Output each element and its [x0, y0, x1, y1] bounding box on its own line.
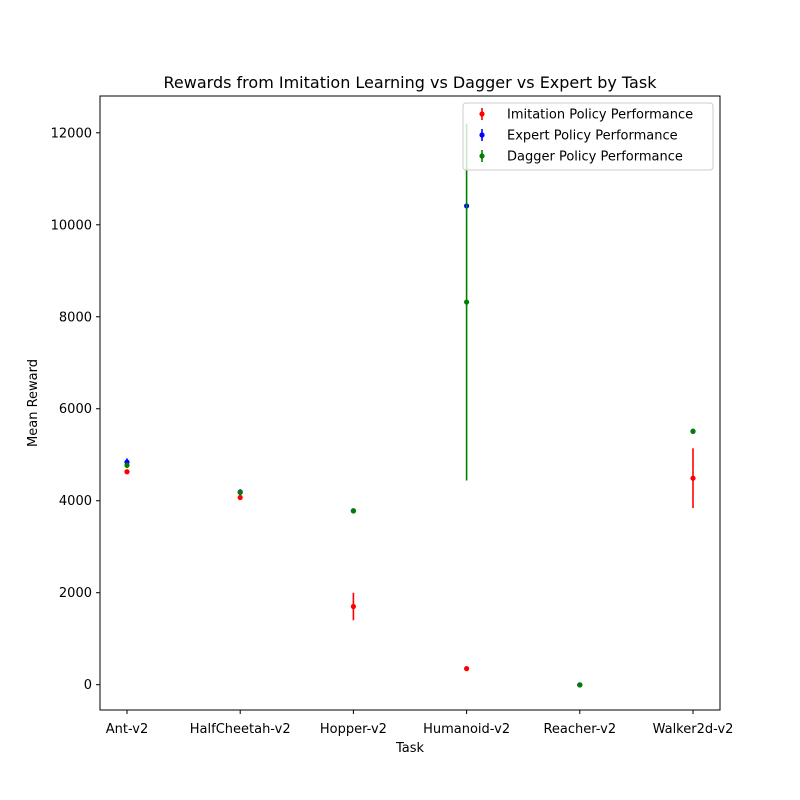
y-tick-label: 4000 [59, 494, 92, 509]
y-tick-label: 10000 [51, 218, 92, 233]
data-point [237, 494, 243, 501]
legend-marker [479, 153, 485, 159]
legend: Imitation Policy Performance Expert Polic… [462, 102, 714, 171]
data-point [350, 508, 356, 514]
y-axis: 0 2000 4000 6000 8000 10000 12000 [51, 126, 100, 693]
y-tick-label: 0 [84, 678, 92, 693]
x-tick-label: Walker2d-v2 [653, 722, 734, 737]
data-point [237, 489, 243, 496]
y-axis-label: Mean Reward [26, 359, 41, 447]
series-0 [124, 448, 696, 688]
y-tick-label: 12000 [51, 126, 92, 141]
y-tick-label: 2000 [59, 586, 92, 601]
chart-title: Rewards from Imitation Learning vs Dagge… [164, 73, 658, 92]
x-tick-label: Ant-v2 [106, 722, 149, 737]
legend-box [462, 102, 714, 171]
data-point [464, 299, 470, 305]
legend-label: Expert Policy Performance [507, 129, 678, 144]
x-axis: Ant-v2 HalfCheetah-v2 Hopper-v2 Humanoid-v2… [106, 710, 734, 737]
x-axis-label: Task [395, 741, 425, 756]
legend-label: Dagger Policy Performance [507, 150, 683, 165]
data-point [690, 475, 696, 481]
series-2 [124, 123, 696, 688]
data-point [690, 428, 696, 434]
data-point [577, 682, 583, 688]
x-tick-label: Reacher-v2 [543, 722, 616, 737]
legend-label: Imitation Policy Performance [507, 108, 693, 123]
legend-marker [479, 111, 485, 117]
data-point [124, 462, 130, 468]
plot-marks [124, 123, 696, 688]
data-point [124, 469, 130, 475]
x-tick-label: Humanoid-v2 [423, 722, 510, 737]
x-tick-label: Hopper-v2 [320, 722, 387, 737]
data-point [350, 603, 356, 610]
y-tick-label: 6000 [59, 402, 92, 417]
legend-marker [479, 132, 485, 138]
x-tick-label: HalfCheetah-v2 [190, 722, 291, 737]
plot-frame [99, 95, 721, 711]
y-tick-label: 8000 [59, 310, 92, 325]
data-point [464, 666, 470, 672]
